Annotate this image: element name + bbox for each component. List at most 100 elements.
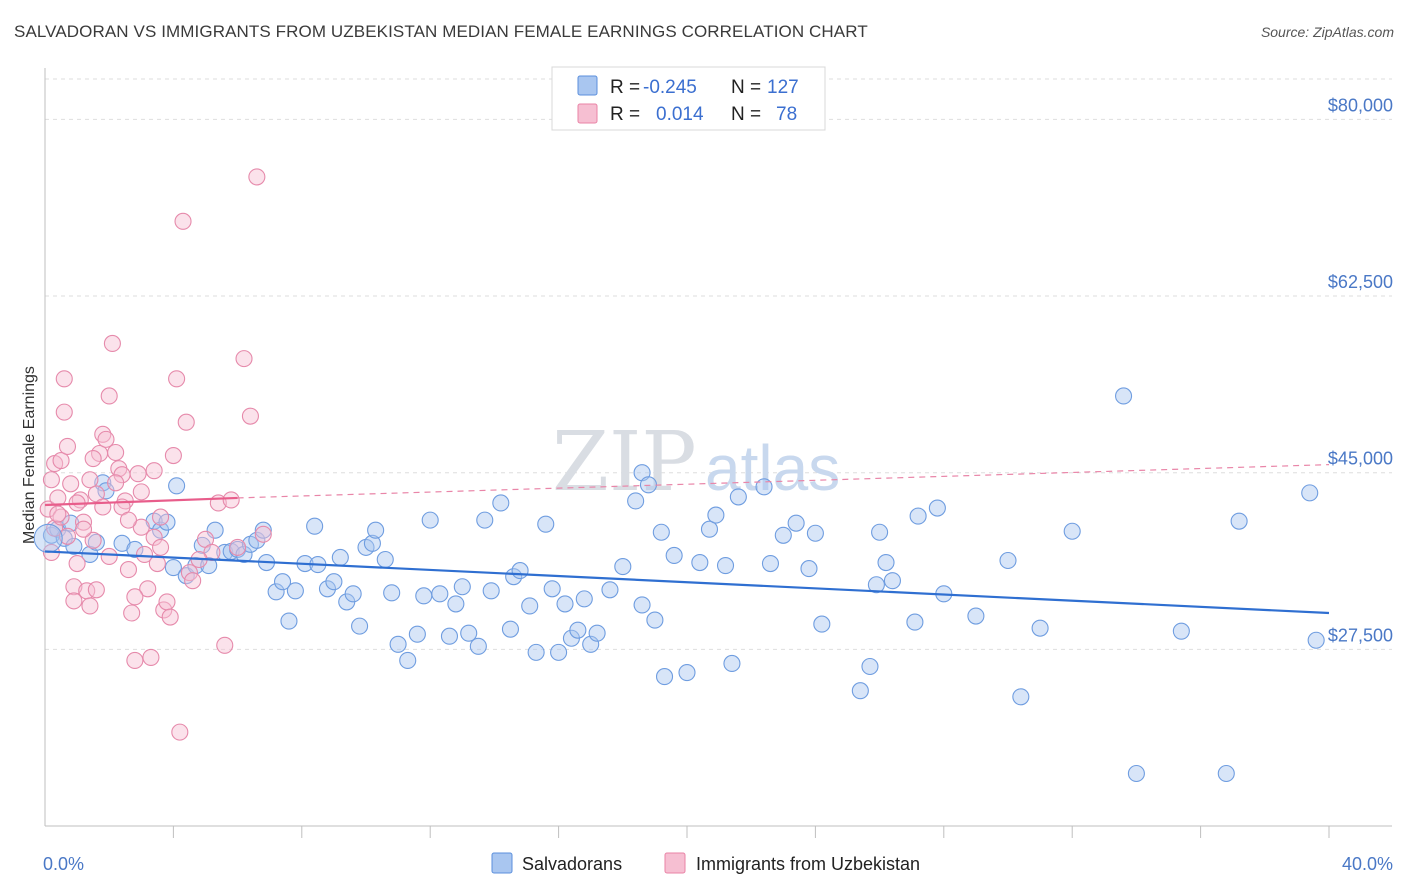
bottom-legend-uzbekistan: Immigrants from Uzbekistan (696, 854, 920, 874)
point-uzbekistan (254, 525, 272, 543)
point-salvadorans (871, 523, 889, 541)
point-uzbekistan (145, 528, 163, 546)
point-salvadorans (1127, 764, 1145, 783)
point-uzbekistan (129, 465, 147, 483)
tick-labels: $27,500 $45,000 $62,500 $80,000 0.0% 40.0% (43, 95, 1393, 874)
point-salvadorans-cluster (33, 523, 63, 553)
point-uzbekistan (161, 608, 179, 626)
point-uzbekistan (58, 437, 77, 455)
point-salvadorans (453, 578, 471, 596)
point-uzbekistan (135, 545, 154, 564)
point-salvadorans (627, 492, 645, 510)
legend-n-value-2: 78 (776, 104, 797, 125)
legend-swatch-uzbekistan (577, 103, 598, 124)
point-uzbekistan (123, 604, 141, 622)
legend-r-label-2: R = (610, 104, 640, 125)
point-salvadorans (351, 617, 369, 635)
y-tick-label: $80,000 (1328, 95, 1393, 115)
legend-r-value-2: 0.014 (656, 104, 704, 125)
point-salvadorans (707, 506, 725, 524)
chart-title: SALVADORAN VS IMMIGRANTS FROM UZBEKISTAN… (14, 22, 868, 41)
point-uzbekistan (55, 403, 73, 421)
point-salvadorans (383, 584, 401, 602)
point-salvadorans (440, 627, 459, 645)
bottom-legend-swatch-uzbekistan (664, 852, 686, 874)
legend-n-label-2: N = (731, 104, 761, 125)
point-uzbekistan (158, 593, 176, 611)
point-salvadorans (537, 515, 555, 533)
y-tick-label: $62,500 (1328, 272, 1393, 292)
point-salvadorans (575, 590, 593, 608)
point-salvadorans (367, 521, 385, 539)
point-uzbekistan (241, 407, 259, 425)
point-salvadorans (665, 546, 683, 565)
point-salvadorans (286, 582, 304, 600)
point-uzbekistan (107, 443, 125, 462)
point-uzbekistan (139, 580, 157, 598)
point-uzbekistan (229, 538, 247, 556)
point-salvadorans (652, 523, 670, 541)
point-salvadorans (867, 576, 885, 594)
point-salvadorans (678, 664, 696, 682)
point-uzbekistan (100, 387, 118, 405)
point-uzbekistan (81, 597, 99, 615)
point-salvadorans (65, 537, 83, 555)
point-uzbekistan (177, 413, 195, 431)
axes (44, 68, 1392, 838)
point-uzbekistan (74, 520, 93, 538)
point-salvadorans (755, 478, 773, 496)
point-uzbekistan (148, 554, 166, 573)
point-salvadorans (476, 511, 494, 529)
point-uzbekistan (68, 554, 86, 573)
point-salvadorans (376, 550, 394, 569)
point-uzbekistan (58, 527, 77, 545)
point-salvadorans (408, 625, 426, 643)
point-salvadorans (813, 615, 831, 633)
point-uzbekistan (55, 370, 73, 388)
point-salvadorans (460, 624, 478, 642)
point-salvadorans (588, 624, 606, 642)
point-salvadorans (306, 517, 324, 535)
point-salvadorans (164, 559, 182, 577)
legend-r-label-1: R = (610, 77, 640, 98)
point-salvadorans (267, 583, 285, 601)
point-salvadorans (729, 488, 747, 506)
point-salvadorans (511, 562, 529, 580)
point-salvadorans (482, 582, 500, 600)
point-uzbekistan (132, 483, 150, 501)
point-uzbekistan (52, 452, 70, 470)
point-uzbekistan (126, 651, 144, 669)
point-salvadorans (928, 499, 946, 517)
x-tick-label-max: 40.0% (1342, 854, 1393, 874)
point-salvadorans (1012, 688, 1030, 706)
point-salvadorans (318, 580, 337, 598)
point-salvadorans (614, 558, 632, 576)
point-salvadorans (254, 521, 272, 539)
trend-line-salvadorans (44, 550, 1330, 615)
point-salvadorans (761, 554, 780, 573)
legend-n-value-1: 127 (767, 77, 799, 98)
point-salvadorans (883, 572, 901, 590)
point-salvadorans (1115, 387, 1133, 405)
point-uzbekistan (65, 592, 83, 610)
point-salvadorans (469, 637, 487, 655)
point-uzbekistan (164, 446, 182, 465)
point-salvadorans (700, 520, 719, 538)
point-uzbekistan (145, 462, 163, 480)
point-salvadorans (543, 580, 561, 598)
y-tick-label: $27,500 (1328, 625, 1393, 645)
point-uzbekistan (216, 636, 234, 654)
point-salvadorans (906, 613, 924, 631)
bottom-legend-swatch-salvadorans (491, 852, 513, 874)
point-salvadorans (787, 514, 805, 532)
point-uzbekistan (107, 474, 125, 492)
point-salvadorans (363, 534, 381, 552)
point-salvadorans (1230, 512, 1248, 530)
point-salvadorans (774, 526, 792, 544)
point-uzbekistan (235, 350, 253, 368)
point-salvadorans (655, 668, 674, 686)
point-salvadorans (1217, 764, 1235, 783)
point-salvadorans (877, 553, 895, 572)
source-note: Source: ZipAtlas.com (1260, 24, 1394, 40)
point-salvadorans (806, 524, 824, 542)
